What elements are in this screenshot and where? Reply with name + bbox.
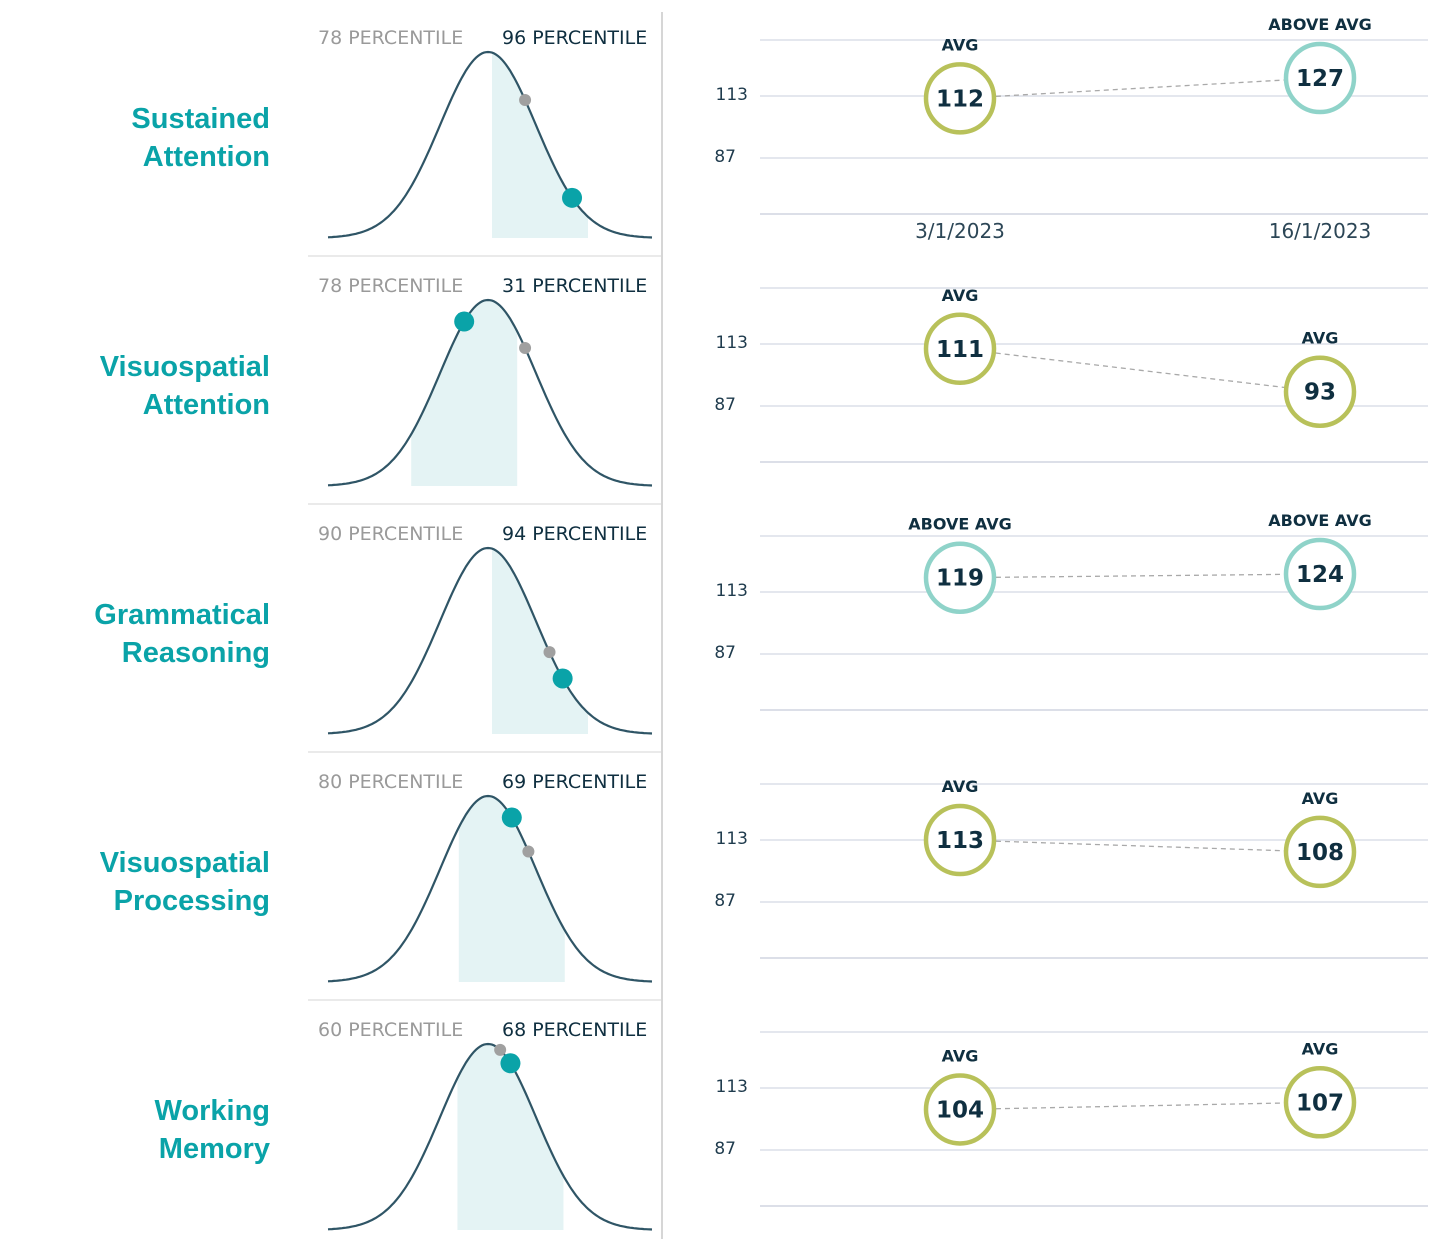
- score-marker: [1283, 355, 1357, 428]
- metric-title-line: Attention: [143, 389, 270, 421]
- distribution-shade: [457, 1044, 564, 1230]
- row-3: Grammatical Reasoning 90 PERCENTILE 94 PERC…: [94, 511, 1428, 753]
- score-trend-line: [959, 839, 1321, 853]
- previous-score-dot: [494, 1043, 507, 1056]
- distribution-shade: [458, 796, 565, 982]
- score-trend-line: [959, 1101, 1321, 1111]
- metric-title-line: Sustained: [131, 103, 270, 135]
- y-tick-87: 87: [714, 147, 736, 167]
- current-percentile-label: 94 PERCENTILE: [502, 523, 647, 545]
- y-tick-113: 113: [716, 85, 748, 105]
- score-category: AVG: [1302, 789, 1339, 808]
- distribution-shade: [411, 300, 518, 486]
- score-trend-line: [959, 573, 1321, 579]
- score-marker: [923, 312, 997, 386]
- metric-title-line: Working: [155, 1095, 270, 1127]
- score-value: 108: [1296, 840, 1344, 866]
- score-marker: [923, 62, 997, 135]
- distribution-curve: [327, 50, 653, 239]
- previous-score-dot: [543, 646, 556, 659]
- y-tick-87: 87: [714, 1139, 736, 1159]
- previous-score-dot: [519, 341, 532, 354]
- previous-percentile-label: 78 PERCENTILE: [318, 275, 463, 297]
- metric-title: Visuospatial Processing: [100, 847, 270, 917]
- y-tick-113: 113: [716, 333, 748, 353]
- current-percentile-label: 31 PERCENTILE: [502, 275, 647, 297]
- previous-score-dot: [522, 845, 535, 858]
- metric-title-line: Visuospatial: [100, 847, 270, 879]
- current-percentile-label: 68 PERCENTILE: [502, 1019, 647, 1041]
- distribution-curve: [327, 546, 653, 735]
- metric-title-line: Processing: [114, 885, 270, 917]
- y-tick-113: 113: [716, 581, 748, 601]
- distribution-shade: [492, 548, 588, 734]
- current-percentile-label: 96 PERCENTILE: [502, 27, 647, 49]
- score-value: 112: [936, 86, 984, 112]
- y-tick-113: 113: [716, 1077, 748, 1097]
- metric-title: Visuospatial Attention: [100, 351, 270, 421]
- score-value: 127: [1296, 66, 1344, 92]
- distribution-curve: [327, 298, 653, 487]
- score-category: ABOVE AVG: [1268, 511, 1371, 530]
- score-value: 107: [1296, 1090, 1344, 1116]
- score-marker: [923, 541, 997, 614]
- current-score-dot: [454, 311, 475, 332]
- metric-title-line: Grammatical: [94, 599, 270, 631]
- row-5: Working Memory 60 PERCENTILE 68 PERCENTILE 1…: [155, 1019, 1428, 1231]
- y-tick-87: 87: [714, 891, 736, 911]
- row-1: Sustained Attention 78 PERCENTILE 96 PERCEN…: [131, 15, 1428, 257]
- score-value: 119: [936, 566, 984, 592]
- score-value: 124: [1296, 562, 1344, 588]
- metric-title: Sustained Attention: [131, 103, 270, 173]
- score-marker: [923, 803, 997, 877]
- score-category: ABOVE AVG: [1268, 15, 1371, 34]
- score-value: 113: [936, 828, 984, 854]
- current-percentile-label: 69 PERCENTILE: [502, 771, 647, 793]
- score-marker: [923, 1073, 997, 1146]
- score-value: 111: [936, 337, 984, 363]
- distribution-curve: [327, 1042, 653, 1231]
- score-value: 104: [936, 1097, 984, 1123]
- current-score-dot: [552, 668, 573, 689]
- current-score-dot: [562, 187, 583, 208]
- metric-title: Grammatical Reasoning: [94, 599, 270, 669]
- y-tick-87: 87: [714, 643, 736, 663]
- score-category: AVG: [1302, 329, 1339, 348]
- score-trend-line: [959, 348, 1321, 393]
- metric-title-line: Memory: [159, 1133, 270, 1165]
- y-tick-87: 87: [714, 395, 736, 415]
- score-category: AVG: [1302, 1039, 1339, 1058]
- score-category: AVG: [942, 286, 979, 305]
- previous-percentile-label: 78 PERCENTILE: [318, 27, 463, 49]
- distribution-shade: [492, 52, 588, 238]
- score-marker: [1283, 1066, 1357, 1139]
- distribution-curve: [327, 794, 653, 983]
- score-trend-line: [959, 77, 1321, 100]
- previous-percentile-label: 60 PERCENTILE: [318, 1019, 463, 1041]
- score-marker: [1283, 537, 1357, 611]
- previous-percentile-label: 90 PERCENTILE: [318, 523, 463, 545]
- score-category: AVG: [942, 1046, 979, 1065]
- previous-score-dot: [519, 93, 532, 106]
- metric-title-line: Reasoning: [122, 637, 270, 669]
- metric-title: Working Memory: [155, 1095, 270, 1165]
- current-score-dot: [500, 1053, 521, 1074]
- score-value: 93: [1304, 380, 1336, 406]
- score-category: AVG: [942, 777, 979, 796]
- y-tick-113: 113: [716, 829, 748, 849]
- previous-percentile-label: 80 PERCENTILE: [318, 771, 463, 793]
- row-4: Visuospatial Processing 80 PERCENTILE 69 PE…: [100, 771, 1428, 1001]
- row-2: Visuospatial Attention 78 PERCENTILE 31 PER…: [100, 275, 1428, 505]
- score-category: ABOVE AVG: [908, 515, 1011, 534]
- current-score-dot: [501, 807, 522, 828]
- score-category: AVG: [942, 35, 979, 54]
- score-marker: [1283, 815, 1357, 889]
- metric-title-line: Attention: [143, 141, 270, 173]
- metric-title-line: Visuospatial: [100, 351, 270, 383]
- x-tick-label: 3/1/2023: [915, 219, 1005, 243]
- x-tick-label: 16/1/2023: [1269, 219, 1372, 243]
- score-marker: [1283, 41, 1357, 115]
